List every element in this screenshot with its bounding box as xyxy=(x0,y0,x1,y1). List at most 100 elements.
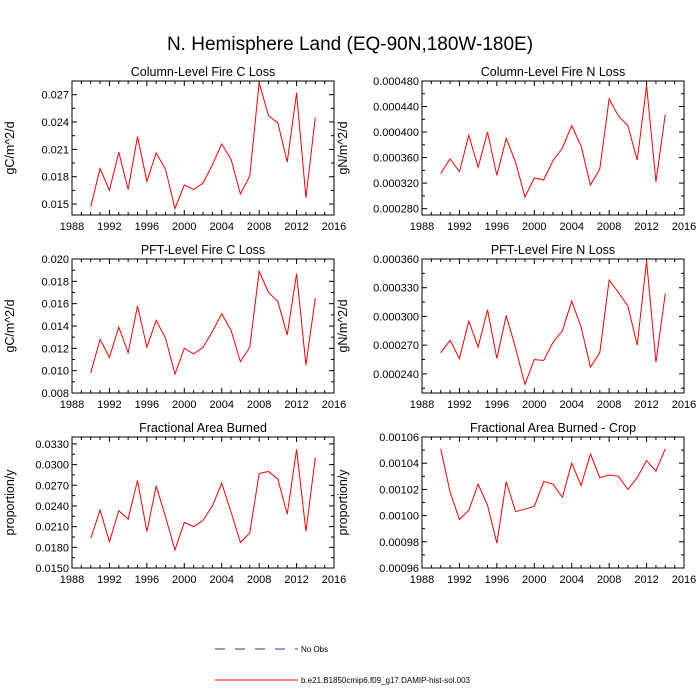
panel-5-ytick-label: 0.0270 xyxy=(35,480,69,492)
panel-1-xtick-label: 2016 xyxy=(322,221,346,233)
panel-3-xtick-label: 1996 xyxy=(135,399,159,411)
panel-3-xtick-label: 2008 xyxy=(247,399,271,411)
panel-5-xtick-label: 1996 xyxy=(135,574,159,586)
panel-3-frame xyxy=(71,258,335,394)
panel-4-xtick-label: 2004 xyxy=(559,399,583,411)
panel-5-ytick-label: 0.0210 xyxy=(35,522,69,534)
panel-4-xtick-label: 1996 xyxy=(485,399,509,411)
legend-label-model: b.e21.B1850cmip6.f09_g17.DAMIP-hist-sol.… xyxy=(301,676,471,685)
panel-3-ytick-label: 0.008 xyxy=(41,388,69,400)
panel-1-ylabel: gC/m^2/d xyxy=(3,121,17,174)
panel-5-ytick-label: 0.0180 xyxy=(35,542,69,554)
panel-2-xtick-label: 2012 xyxy=(634,221,658,233)
legend: No Obs b.e21.B1850cmip6.f09_g17.DAMIP-hi… xyxy=(215,645,471,685)
panel-4-xtick-label: 2000 xyxy=(522,399,546,411)
panel-1: Column-Level Fire C Loss gC/m^2/d 1988 1992… xyxy=(3,65,346,233)
panel-5-xtick-label: 2016 xyxy=(322,574,346,586)
panel-1-ytick-label: 0.027 xyxy=(41,90,69,102)
panel-1-xtick-label: 1996 xyxy=(135,221,159,233)
panel-5-ytick-label: 0.0240 xyxy=(35,501,69,513)
panel-5-xtick-label: 2000 xyxy=(172,574,196,586)
panel-4-ytick-label: 0.000300 xyxy=(373,311,419,323)
panel-1-ytick-label: 0.015 xyxy=(41,199,69,211)
panel-1-xtick-label: 2004 xyxy=(209,221,233,233)
panel-3-xtick-label: 2012 xyxy=(284,399,308,411)
panel-3-xtick-label: 2016 xyxy=(322,399,346,411)
panel-5-ytick-label: 0.0150 xyxy=(35,563,69,575)
panel-5-xtick-label: 2008 xyxy=(247,574,271,586)
panel-3-xtick-label: 2000 xyxy=(172,399,196,411)
panel-2-ytick-label: 0.000280 xyxy=(373,204,419,216)
panel-4-xtick-label: 1992 xyxy=(447,399,471,411)
panel-6-xtick-label: 2012 xyxy=(634,574,658,586)
panel-6-ytick-label: 0.00102 xyxy=(379,484,419,496)
panel-2-xtick-label: 1996 xyxy=(485,221,509,233)
panel-3-xtick-label: 1992 xyxy=(97,399,121,411)
panel-5-xtick-label: 1988 xyxy=(60,574,84,586)
panel-1-xtick-label: 1988 xyxy=(60,221,84,233)
panel-6-frame xyxy=(421,436,685,569)
panel-4-series-line xyxy=(440,260,666,387)
panel-2-ytick-label: 0.000440 xyxy=(373,102,419,114)
panel-6-ytick-label: 0.00104 xyxy=(379,458,419,470)
panel-3-ylabel: gC/m^2/d xyxy=(3,299,17,352)
panel-3-ytick-label: 0.014 xyxy=(41,321,69,333)
legend-label-no-obs: No Obs xyxy=(301,645,328,654)
chart-panels: Column-Level Fire C Loss gC/m^2/d 1988 1992… xyxy=(3,65,696,586)
panel-3-ytick-label: 0.018 xyxy=(41,276,69,288)
panel-2-ytick-label: 0.000320 xyxy=(373,178,419,190)
panel-3-series-line xyxy=(90,269,316,376)
panel-4-xtick-label: 2012 xyxy=(634,399,658,411)
panel-6-xtick-label: 1988 xyxy=(410,574,434,586)
panel-6-ytick-label: 0.00096 xyxy=(379,563,419,575)
panel-1-xtick-label: 1992 xyxy=(97,221,121,233)
panel-6-ytick-label: 0.00106 xyxy=(379,432,419,444)
panel-6-xtick-label: 2016 xyxy=(672,574,696,586)
panel-1-xtick-label: 2008 xyxy=(247,221,271,233)
panel-2-xtick-label: 2004 xyxy=(559,221,583,233)
panel-5: Fractional Area Burned proportion/y 1988 19… xyxy=(3,421,346,586)
panel-4-xtick-label: 1988 xyxy=(410,399,434,411)
panel-5-xtick-label: 2012 xyxy=(284,574,308,586)
panel-3: PFT-Level Fire C Loss gC/m^2/d 1988 1992 199… xyxy=(3,243,346,411)
panel-2-xtick-label: 2016 xyxy=(672,221,696,233)
panel-2-series-line xyxy=(440,85,666,199)
panel-6-xtick-label: 2000 xyxy=(522,574,546,586)
panel-6-xtick-label: 2004 xyxy=(559,574,583,586)
panel-2-xtick-label: 2000 xyxy=(522,221,546,233)
figure-title: N. Hemisphere Land (EQ-90N,180W-180E) xyxy=(166,34,534,55)
panel-6-xtick-label: 2008 xyxy=(597,574,621,586)
panel-6-series-line xyxy=(440,448,666,544)
panel-1-frame xyxy=(71,80,335,216)
panel-1-title: Column-Level Fire C Loss xyxy=(131,65,276,79)
panel-4-ytick-label: 0.000360 xyxy=(373,254,419,266)
panel-2-ylabel: gN/m^2/d xyxy=(336,121,350,174)
panel-1-xtick-label: 2012 xyxy=(284,221,308,233)
panel-2: Column-Level Fire N Loss gN/m^2/d 1988 1992… xyxy=(336,65,696,233)
panel-5-xtick-label: 1992 xyxy=(97,574,121,586)
panel-6-ytick-label: 0.00100 xyxy=(379,511,419,523)
panel-4-xtick-label: 2008 xyxy=(597,399,621,411)
panel-2-ytick-label: 0.000480 xyxy=(373,76,419,88)
panel-4-ytick-label: 0.000270 xyxy=(373,340,419,352)
panel-6-ytick-label: 0.00098 xyxy=(379,537,419,549)
panel-6: Fractional Area Burned - Crop proportion/… xyxy=(336,421,696,586)
panel-3-ytick-label: 0.010 xyxy=(41,366,69,378)
panel-2-ytick-label: 0.000400 xyxy=(373,127,419,139)
panel-3-ytick-label: 0.020 xyxy=(41,254,69,266)
panel-5-series-line xyxy=(90,449,316,552)
panel-4-ytick-label: 0.000330 xyxy=(373,283,419,295)
panel-5-ytick-label: 0.0330 xyxy=(35,439,69,451)
panel-1-xtick-label: 2000 xyxy=(172,221,196,233)
panel-5-frame xyxy=(71,436,335,569)
panel-5-ytick-label: 0.0300 xyxy=(35,460,69,472)
panel-2-xtick-label: 2008 xyxy=(597,221,621,233)
panel-1-ytick-label: 0.018 xyxy=(41,172,69,184)
panel-6-xtick-label: 1996 xyxy=(485,574,509,586)
panel-6-ylabel: proportion/y xyxy=(336,469,350,536)
panel-3-ytick-label: 0.016 xyxy=(41,299,69,311)
panel-2-title: Column-Level Fire N Loss xyxy=(481,65,626,79)
panel-4-ylabel: gN/m^2/d xyxy=(336,299,350,352)
panel-3-xtick-label: 1988 xyxy=(60,399,84,411)
